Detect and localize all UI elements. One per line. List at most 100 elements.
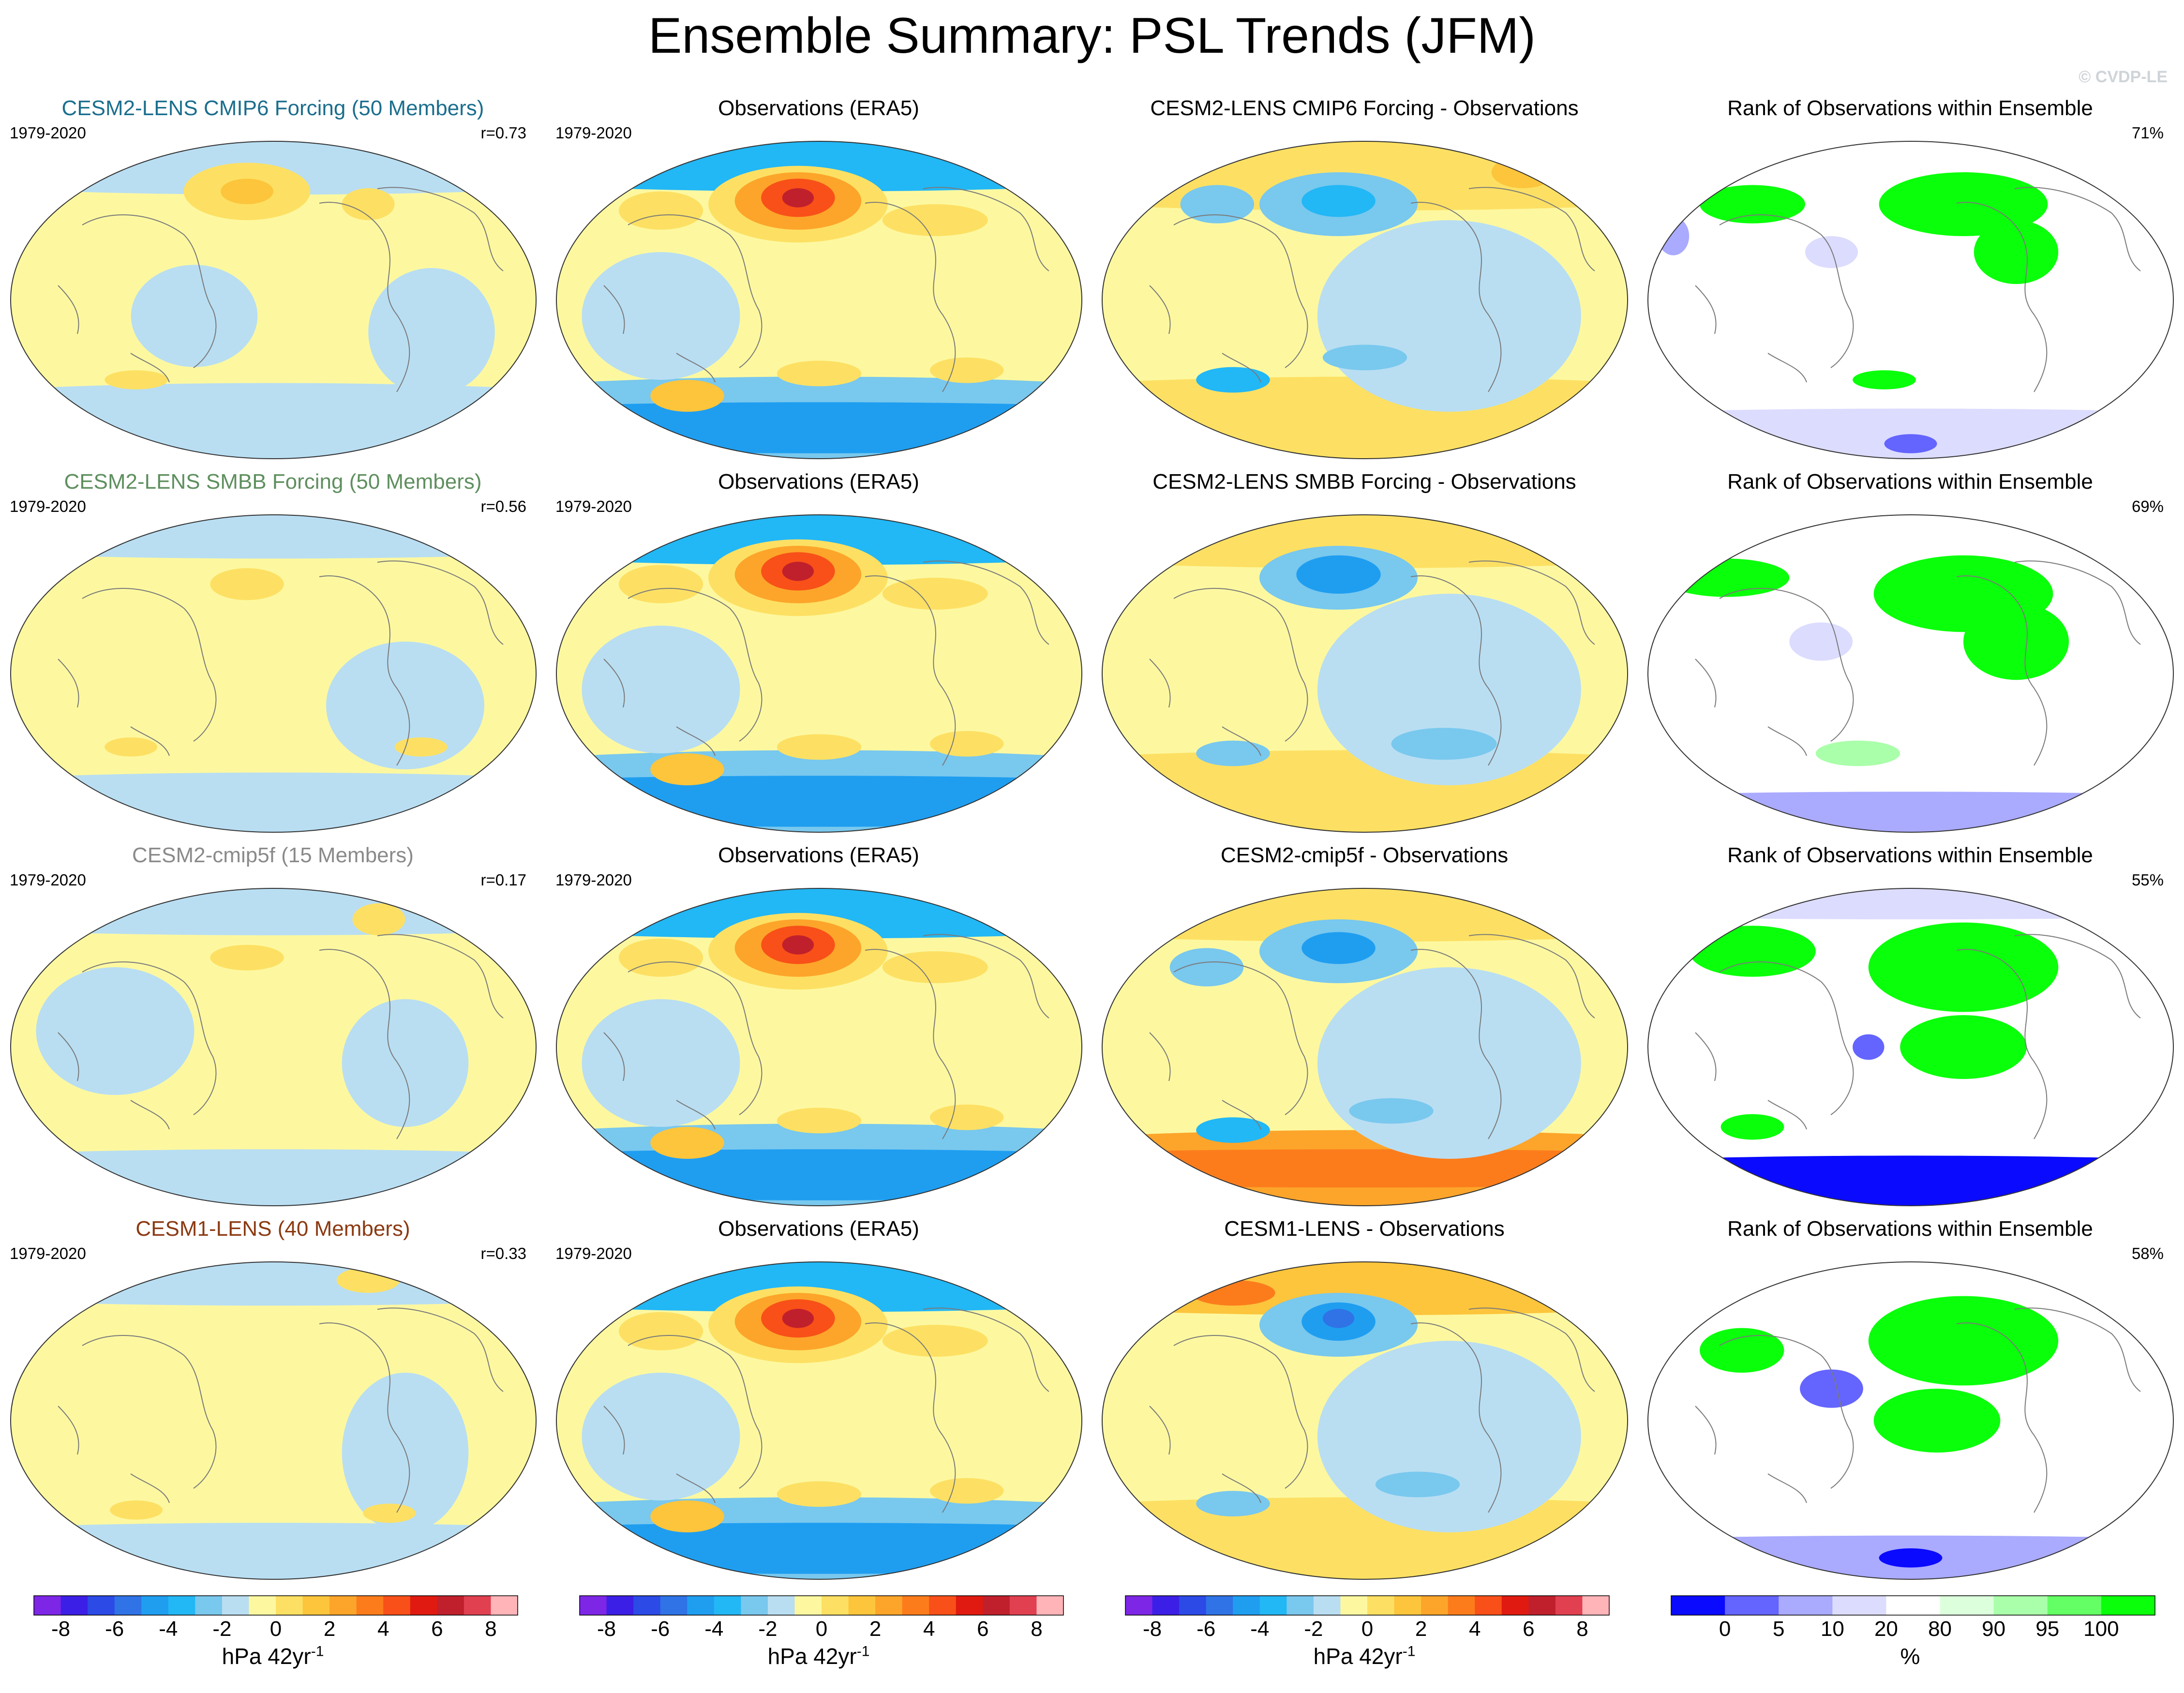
field-anomaly xyxy=(882,204,988,236)
units-text: % xyxy=(1900,1644,1920,1669)
colorbar-swatch xyxy=(767,1596,795,1615)
coastline xyxy=(1222,1100,1261,1130)
period-label: 1979-2020 xyxy=(10,124,86,142)
field-band xyxy=(1648,1155,2173,1206)
field-anomaly xyxy=(929,1478,1004,1504)
coastline xyxy=(1719,588,1854,742)
colorbar-tick-label: 6 xyxy=(431,1617,443,1641)
field-anomaly xyxy=(777,360,862,387)
colorbar-frame xyxy=(579,1595,1064,1616)
map-outline xyxy=(556,514,1082,833)
colorbar-swatch xyxy=(437,1596,464,1615)
colorbar-tick-label: 95 xyxy=(2035,1617,2060,1641)
coastline xyxy=(1767,1473,1807,1503)
coastline xyxy=(319,575,410,766)
colorbar-tick-label: 20 xyxy=(1874,1617,1898,1641)
coastline xyxy=(377,1307,504,1392)
field-band xyxy=(11,772,536,832)
panel-title: Rank of Observations within Ensemble xyxy=(1727,843,2093,867)
colorbar-swatch xyxy=(1179,1596,1207,1615)
coastline xyxy=(628,961,763,1115)
colorbar-swatch xyxy=(902,1596,929,1615)
colorbar-swatch xyxy=(34,1596,61,1615)
field-anomaly xyxy=(929,1104,1004,1130)
map-panel-r3c1: CESM2-cmip5f (15 Members) 1979-2020 r=0.17 xyxy=(0,839,546,1213)
field-anomaly xyxy=(1375,1471,1460,1498)
coastline xyxy=(1222,726,1261,756)
colorbar-swatch xyxy=(1125,1596,1153,1615)
panel-title: CESM1-LENS (40 Members) xyxy=(135,1217,410,1241)
coastline xyxy=(628,1335,763,1489)
colorbar-swatch xyxy=(929,1596,957,1615)
map-panel-r2c3: CESM2-LENS SMBB Forcing - Observations xyxy=(1092,465,1637,839)
panel-title: Rank of Observations within Ensemble xyxy=(1727,470,2093,494)
field-anomaly xyxy=(650,1500,724,1532)
field-anomaly xyxy=(782,935,814,955)
field-band xyxy=(1648,792,2173,832)
colorbar-tick-label: 8 xyxy=(485,1617,497,1641)
robinson-map xyxy=(10,888,537,1206)
panel-title: CESM2-cmip5f (15 Members) xyxy=(132,843,414,867)
colorbar-swatch xyxy=(1009,1596,1037,1615)
period-label: 1979-2020 xyxy=(555,124,632,142)
colorbar-tick-label: -8 xyxy=(1142,1617,1162,1641)
colorbar-swatch xyxy=(633,1596,661,1615)
field-anomaly xyxy=(1196,367,1270,393)
coastline xyxy=(1410,202,1502,392)
colorbar-tick-label: 90 xyxy=(1982,1617,2006,1641)
panel-title: Observations (ERA5) xyxy=(718,843,919,867)
field-band xyxy=(1317,1341,1581,1532)
coastline xyxy=(865,949,956,1139)
map-outline xyxy=(556,141,1082,459)
coastline xyxy=(1719,961,1854,1115)
colorbar-frame xyxy=(1125,1595,1610,1616)
period-label: 1979-2020 xyxy=(555,871,632,889)
colorbar-swatch xyxy=(168,1596,195,1615)
colorbar-swatch xyxy=(794,1596,822,1615)
colorbar-swatch xyxy=(580,1596,607,1615)
map-panel-r2c4: Rank of Observations within Ensemble 69% xyxy=(1637,465,2183,839)
field-band xyxy=(11,1149,536,1206)
panel-title: CESM2-LENS CMIP6 Forcing (50 Members) xyxy=(61,96,484,120)
colorbar-swatch xyxy=(329,1596,357,1615)
colorbar-tick-label: 8 xyxy=(1031,1617,1043,1641)
coastline xyxy=(923,934,1049,1019)
field-anomaly xyxy=(782,1309,814,1328)
field-anomaly xyxy=(1789,622,1853,661)
coastline xyxy=(676,1100,716,1130)
coastline xyxy=(865,1322,956,1513)
coastline xyxy=(82,1335,217,1489)
field-anomaly xyxy=(1868,922,2059,1012)
robinson-map xyxy=(1102,141,1628,459)
period-label: 1979-2020 xyxy=(10,497,86,515)
coastline xyxy=(58,285,79,334)
coastline xyxy=(319,1322,410,1513)
colorbar-swatch xyxy=(822,1596,849,1615)
field-anomaly xyxy=(1191,1280,1275,1306)
field-anomaly xyxy=(221,179,273,204)
colorbar-swatch xyxy=(1367,1596,1395,1615)
map-panel-r1c3: CESM2-LENS CMIP6 Forcing - Observations xyxy=(1092,92,1637,465)
field-anomaly xyxy=(1180,185,1255,224)
colorbar-swatch xyxy=(1671,1596,1725,1615)
field-anomaly xyxy=(650,380,724,412)
coastline xyxy=(923,560,1049,645)
field-band xyxy=(582,999,740,1127)
coastline xyxy=(1956,202,2048,392)
field-band xyxy=(1317,967,1581,1159)
field-band xyxy=(1317,594,1581,785)
pattern-correlation-label: r=0.17 xyxy=(480,871,527,889)
coastline xyxy=(1410,575,1502,766)
colorbar-swatch xyxy=(410,1596,437,1615)
figure-title: Ensemble Summary: PSL Trends (JFM) xyxy=(648,8,1536,64)
colorbar-swatch xyxy=(2047,1596,2102,1615)
field-band xyxy=(556,888,1082,939)
coastline xyxy=(1719,1335,1854,1489)
colorbar-swatch xyxy=(88,1596,115,1615)
field-anomaly xyxy=(777,1481,862,1507)
field-anomaly xyxy=(782,562,814,581)
period-label: 1979-2020 xyxy=(10,1244,86,1262)
field-anomaly xyxy=(110,1500,163,1520)
coastline xyxy=(603,1032,625,1081)
coastline xyxy=(1222,1473,1261,1503)
